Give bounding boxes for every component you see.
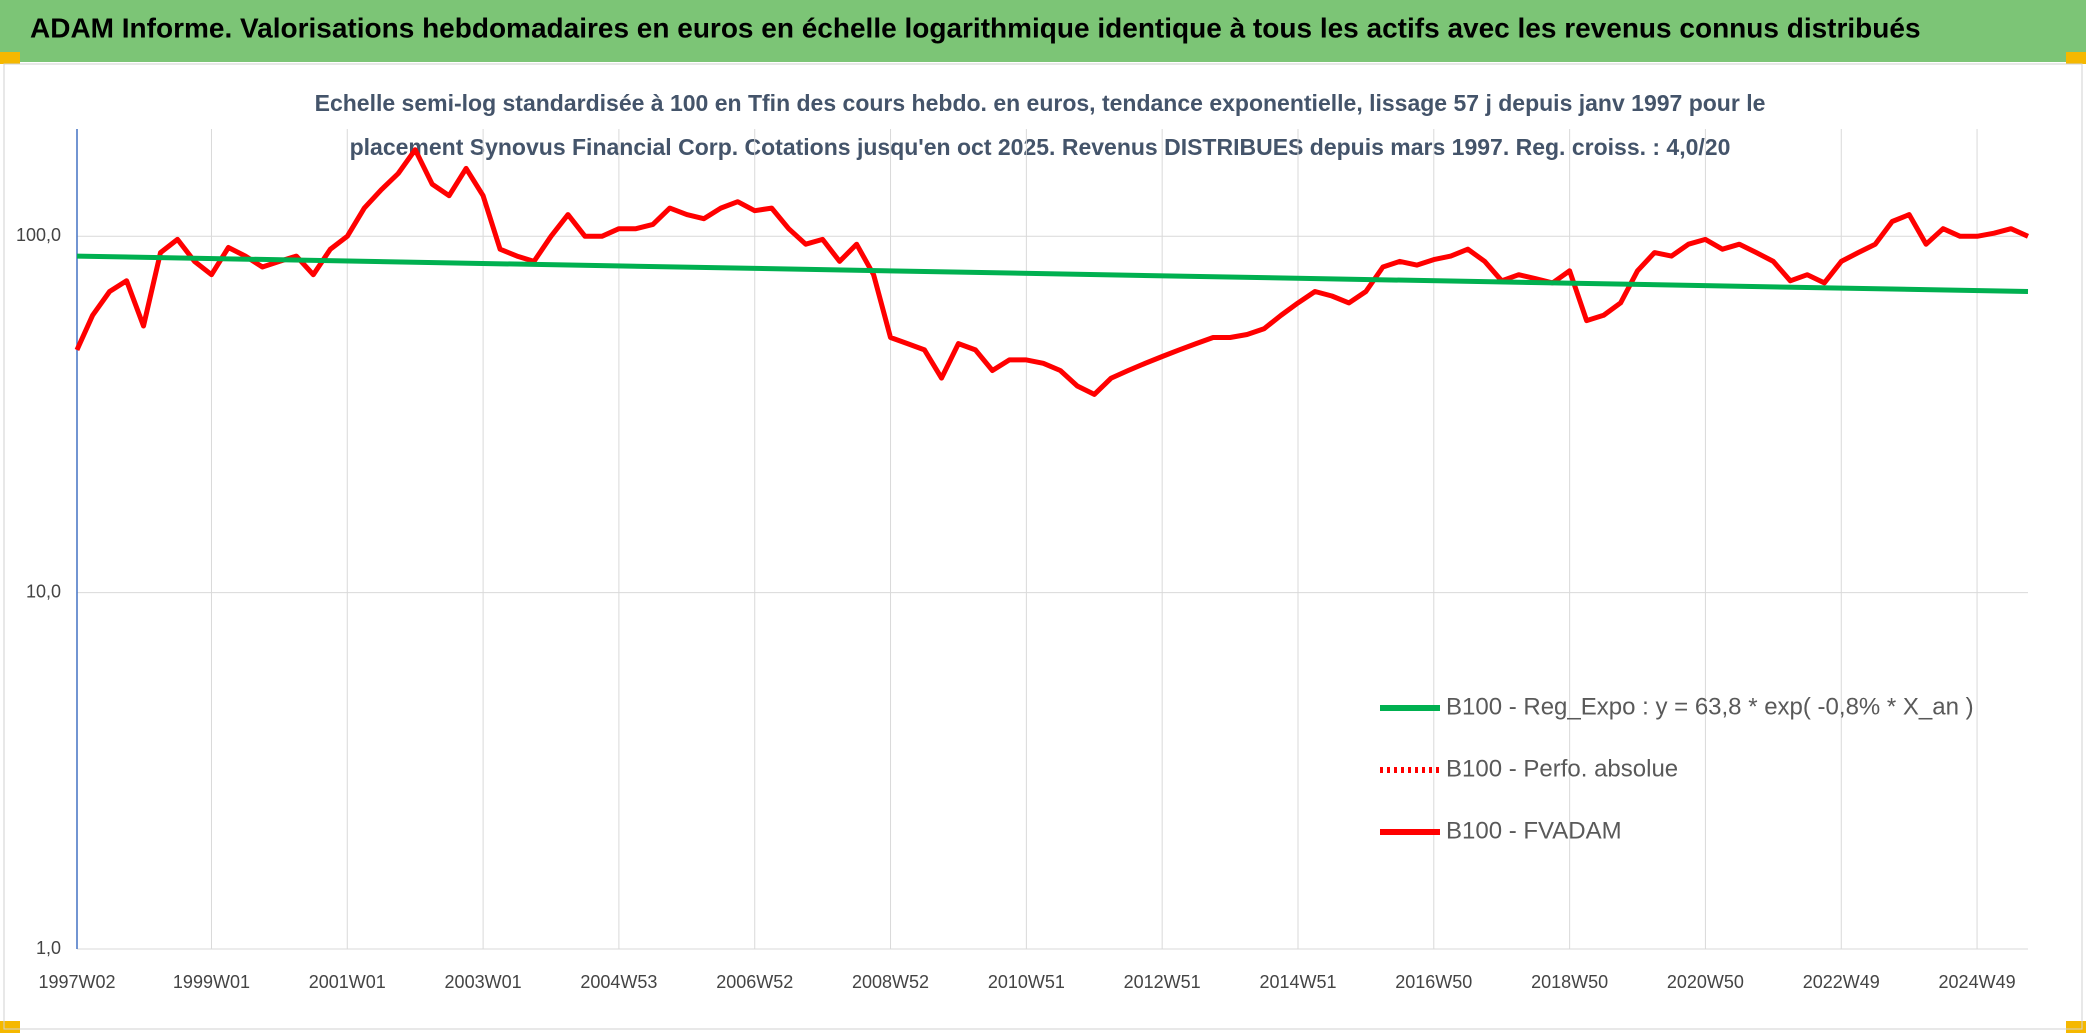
x-tick-label: 2012W51 <box>1124 972 1201 992</box>
chart-subtitle: Echelle semi-log standardisée à 100 en T… <box>315 90 1766 116</box>
corner-mark <box>0 1021 20 1033</box>
x-tick-label: 1999W01 <box>173 972 250 992</box>
series-line <box>74 147 2030 397</box>
x-tick-label: 2003W01 <box>445 972 522 992</box>
header-title: ADAM Informe. Valorisations hebdomadaire… <box>30 12 1921 43</box>
chart-subtitle: placement Synovus Financial Corp. Cotati… <box>350 134 1731 160</box>
frame <box>3 63 2083 1030</box>
y-tick-label: 10,0 <box>26 581 61 601</box>
legend-label: B100 - Reg_Expo : y = 63,8 * exp( -0,8% … <box>1446 693 1974 720</box>
corner-mark <box>0 52 20 64</box>
x-tick-label: 2014W51 <box>1259 972 1336 992</box>
corner-mark <box>2066 52 2086 64</box>
corner-mark <box>2066 1021 2086 1033</box>
x-tick-label: 2020W50 <box>1667 972 1744 992</box>
legend-label: B100 - Perfo. absolue <box>1446 755 1678 782</box>
y-tick-label: 100,0 <box>16 225 61 245</box>
header-bar <box>0 0 2086 62</box>
x-tick-label: 2006W52 <box>716 972 793 992</box>
x-tick-label: 2010W51 <box>988 972 1065 992</box>
x-tick-label: 1997W02 <box>38 972 115 992</box>
legend-label: B100 - FVADAM <box>1446 817 1622 844</box>
x-tick-label: 2008W52 <box>852 972 929 992</box>
x-tick-label: 2016W50 <box>1395 972 1472 992</box>
x-tick-label: 2018W50 <box>1531 972 1608 992</box>
series-line <box>76 253 2029 294</box>
x-tick-label: 2001W01 <box>309 972 386 992</box>
x-tick-label: 2024W49 <box>1939 972 2016 992</box>
x-tick-label: 2004W53 <box>580 972 657 992</box>
y-tick-label: 1,0 <box>36 938 61 958</box>
x-tick-label: 2022W49 <box>1803 972 1880 992</box>
